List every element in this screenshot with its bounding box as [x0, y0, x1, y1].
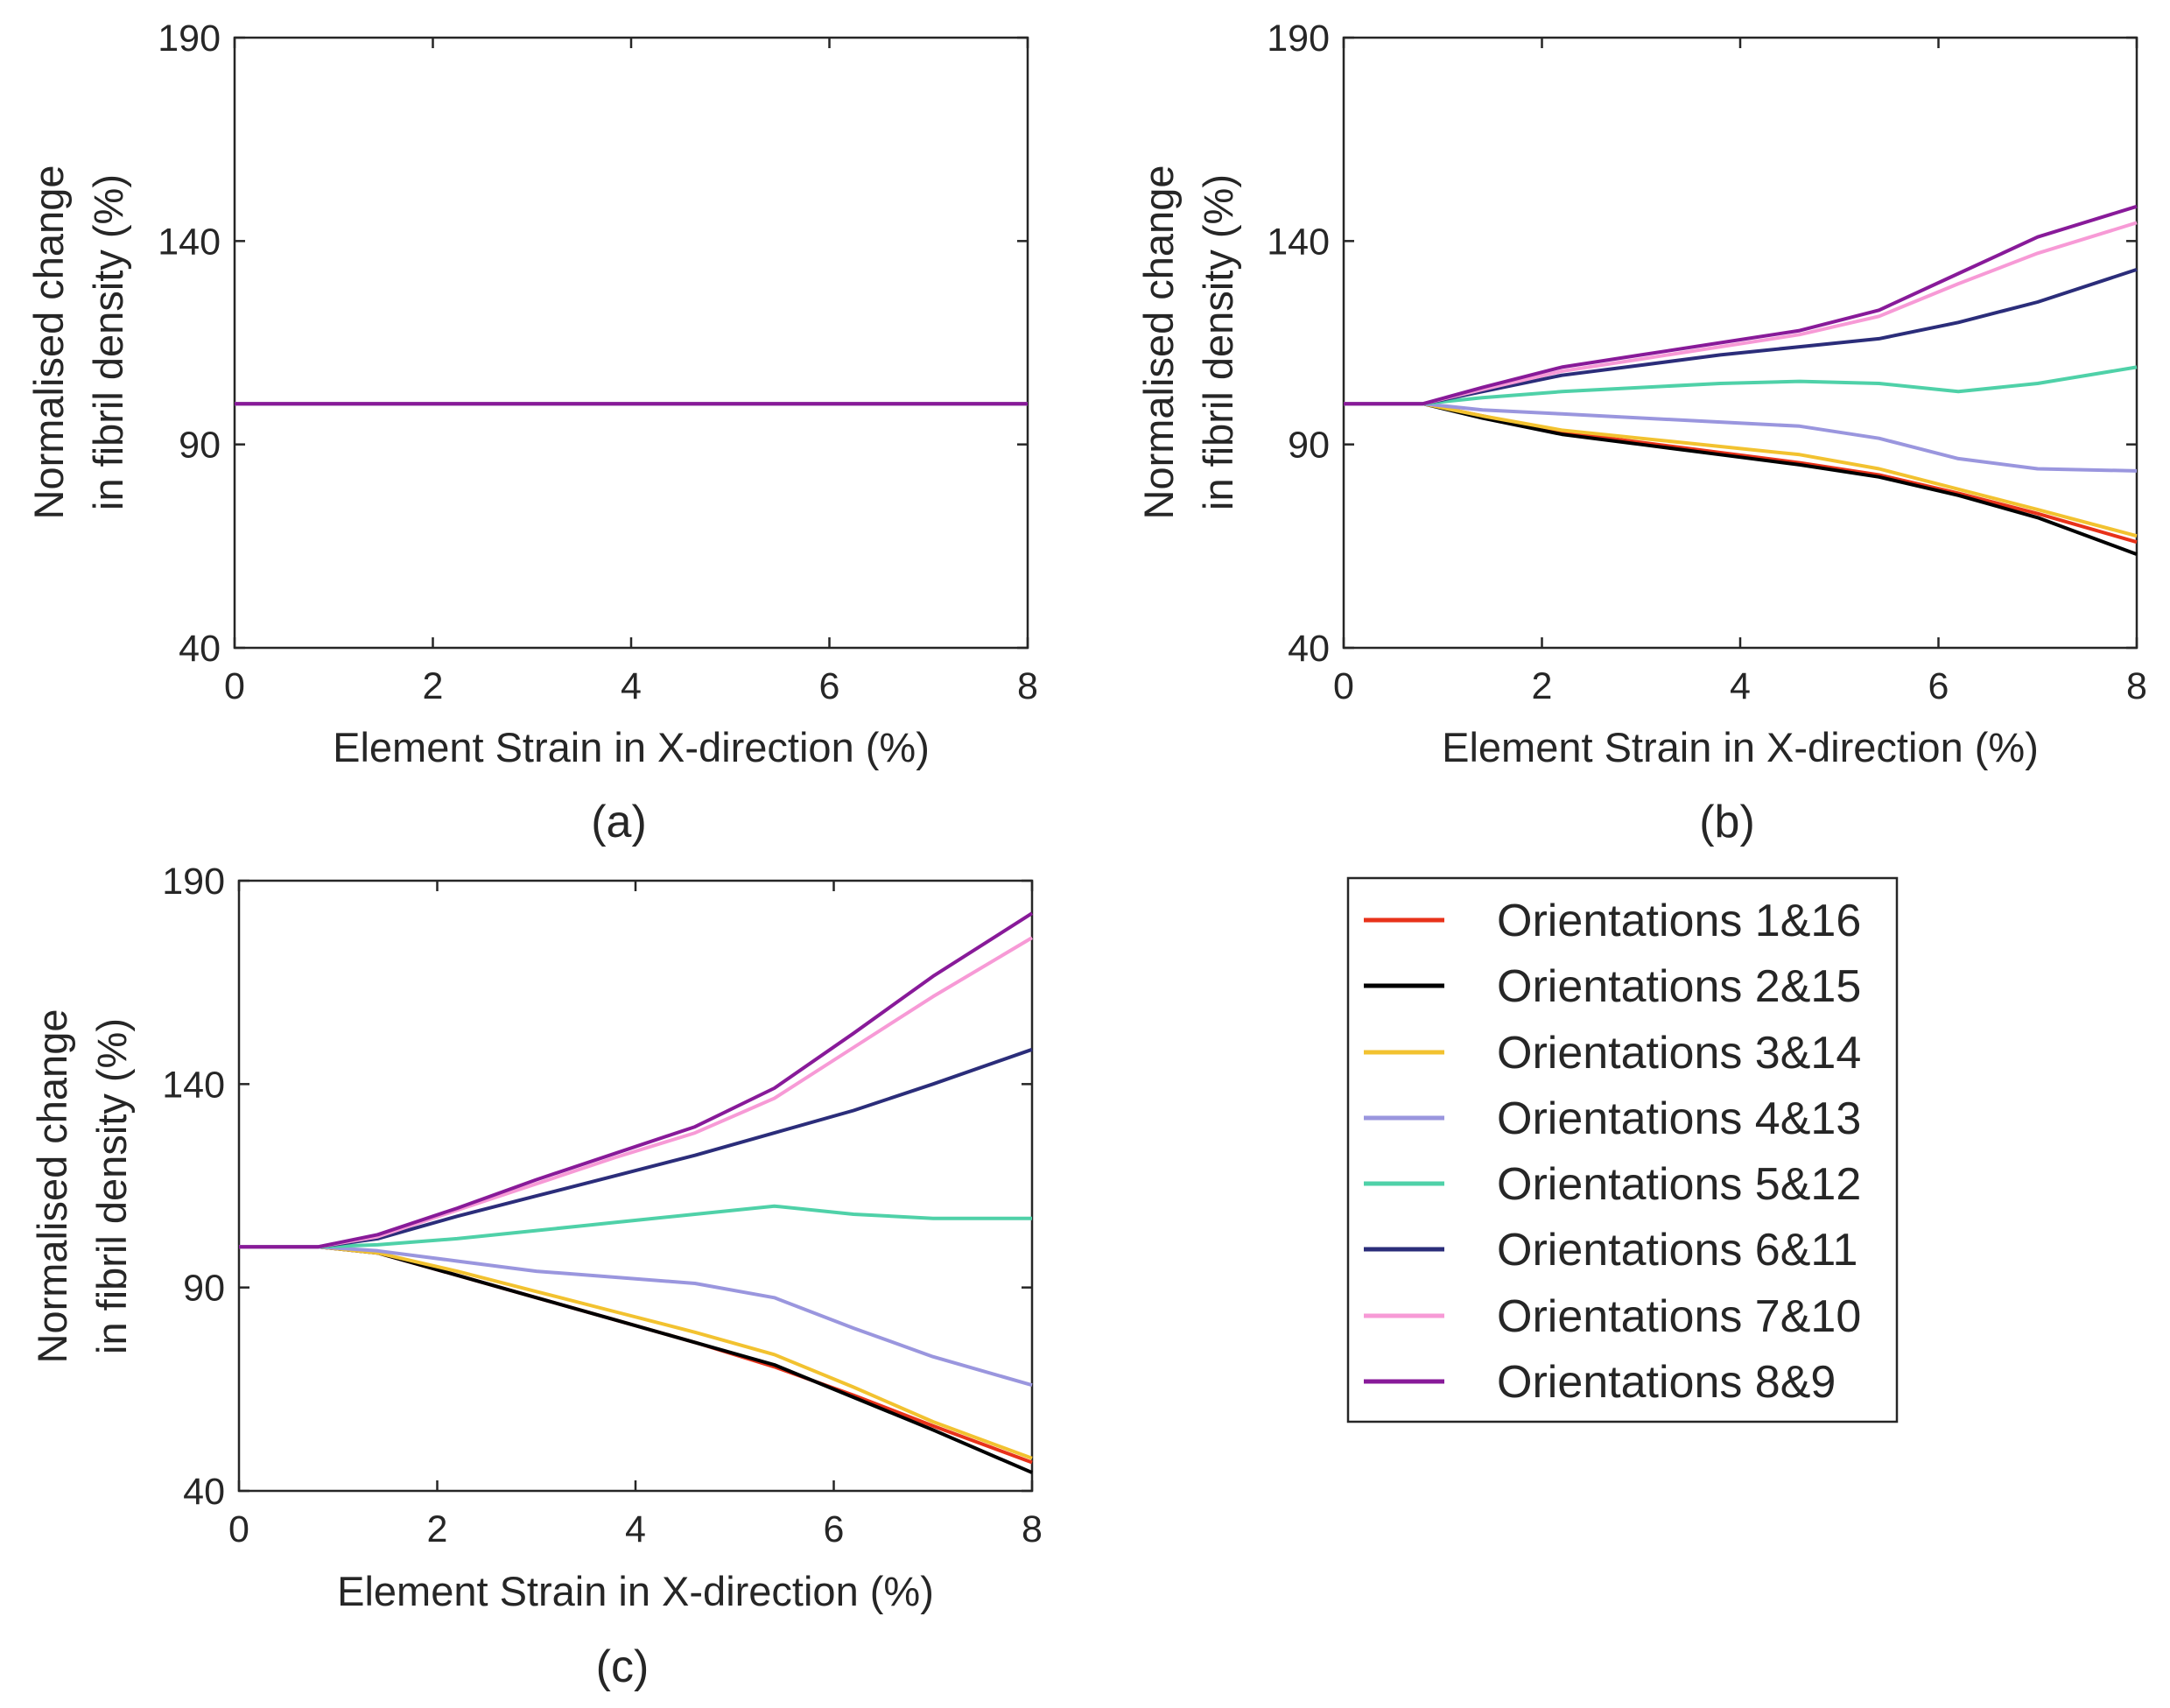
x-tick-label: 8: [1017, 665, 1038, 707]
panel-caption-b: (b): [1699, 797, 1755, 847]
x-axis-label-c: Element Strain in X-direction (%): [337, 1568, 934, 1614]
plot-area-a: [233, 36, 1029, 650]
y-axis-label-c-line2: in fibril density (%): [88, 1018, 135, 1354]
y-axis-label-c-line1: Normalised change: [29, 1009, 75, 1364]
x-tick-label: 8: [2126, 665, 2147, 707]
series-line: [1344, 402, 2138, 473]
y-axis-label-a-line2: in fibril density (%): [85, 174, 131, 510]
y-tick-label: 40: [179, 628, 221, 670]
panel-b: 0 2 4 6 8 40 90 140 190 Element Strain in X-dire…: [1135, 18, 2147, 847]
x-tick-label: 4: [625, 1508, 646, 1550]
x-tick-label: 6: [824, 1508, 845, 1550]
y-tick-label: 190: [162, 861, 225, 903]
legend-entry: Orientations 4&13: [1364, 1093, 1861, 1144]
x-tick-label: 8: [1022, 1508, 1043, 1550]
legend-label: Orientations 3&14: [1497, 1028, 1861, 1079]
series-line: [1344, 365, 2138, 406]
legend-label: Orientations 1&16: [1497, 896, 1861, 946]
series-line: [239, 911, 1034, 1249]
y-tick-label: 90: [179, 425, 221, 467]
y-tick-label: 140: [1267, 221, 1330, 263]
x-axis-label-b: Element Strain in X-direction (%): [1442, 724, 2039, 770]
panel-c: 0 2 4 6 8 40 90 140 190 Element Strain in X-dire…: [29, 861, 1043, 1692]
panel-caption-c: (c): [596, 1641, 650, 1692]
y-tick-label: 40: [183, 1471, 225, 1513]
legend-entry: Orientations 8&9: [1364, 1357, 1836, 1408]
series-line: [1344, 402, 2138, 538]
legend-entry: Orientations 3&14: [1364, 1028, 1861, 1079]
legend-label: Orientations 2&15: [1497, 961, 1861, 1012]
legend-entry: Orientations 6&11: [1364, 1225, 1857, 1276]
tick-layer-b: 0 2 4 6 8 40 90 140 190: [1267, 18, 2147, 707]
series-layer-c: [239, 911, 1034, 1474]
series-layer-b: [1344, 204, 2138, 556]
x-tick-label: 4: [1730, 665, 1751, 707]
x-tick-label: 6: [1928, 665, 1949, 707]
series-line: [239, 1245, 1033, 1388]
y-tick-label: 40: [1288, 628, 1330, 670]
x-tick-label: 0: [1333, 665, 1354, 707]
x-tick-label: 0: [228, 1508, 249, 1550]
x-tick-label: 4: [621, 665, 642, 707]
legend-label: Orientations 4&13: [1497, 1093, 1861, 1144]
legend-label: Orientations 5&12: [1497, 1159, 1861, 1210]
legend-entry: Orientations 7&10: [1364, 1291, 1861, 1342]
y-tick-label: 90: [1288, 425, 1330, 467]
legend-entry: Orientations 2&15: [1364, 961, 1861, 1012]
y-tick-label: 140: [158, 221, 221, 263]
x-tick-label: 2: [423, 665, 444, 707]
y-tick-label: 140: [162, 1064, 225, 1106]
legend-box: [1346, 876, 1899, 1423]
tick-layer-a: 0 2 4 6 8 40 90 140 190: [158, 18, 1038, 707]
panel-caption-a: (a): [591, 797, 647, 847]
x-tick-label: 2: [1532, 665, 1553, 707]
legend-label: Orientations 7&10: [1497, 1291, 1861, 1342]
y-tick-label: 190: [158, 18, 221, 60]
series-line: [1344, 204, 2138, 406]
y-tick-label: 190: [1267, 18, 1330, 60]
series-line: [239, 1204, 1032, 1249]
y-axis-label-b-line1: Normalised change: [1135, 165, 1182, 520]
x-tick-label: 0: [224, 665, 245, 707]
y-axis-label-a-line1: Normalised change: [25, 165, 72, 520]
x-tick-label: 6: [819, 665, 840, 707]
legend-entry: Orientations 5&12: [1364, 1159, 1861, 1210]
y-tick-label: 90: [183, 1268, 225, 1310]
y-axis-label-b-line2: in fibril density (%): [1195, 174, 1241, 510]
legend-entry: Orientations 1&16: [1364, 896, 1861, 946]
tick-layer-c: 0 2 4 6 8 40 90 140 190: [162, 861, 1043, 1550]
legend-label: Orientations 6&11: [1497, 1225, 1857, 1276]
legend-label: Orientations 8&9: [1497, 1357, 1836, 1408]
panel-a: 0 2 4 6 8 40 90 140 190 Element Strain in X-dire…: [25, 18, 1038, 847]
legend: Orientations 1&16 Orientations 2&15 Orie…: [1346, 876, 1899, 1423]
x-tick-label: 2: [427, 1508, 448, 1550]
x-axis-label-a: Element Strain in X-direction (%): [333, 724, 930, 770]
plot-area-c: [237, 879, 1034, 1493]
